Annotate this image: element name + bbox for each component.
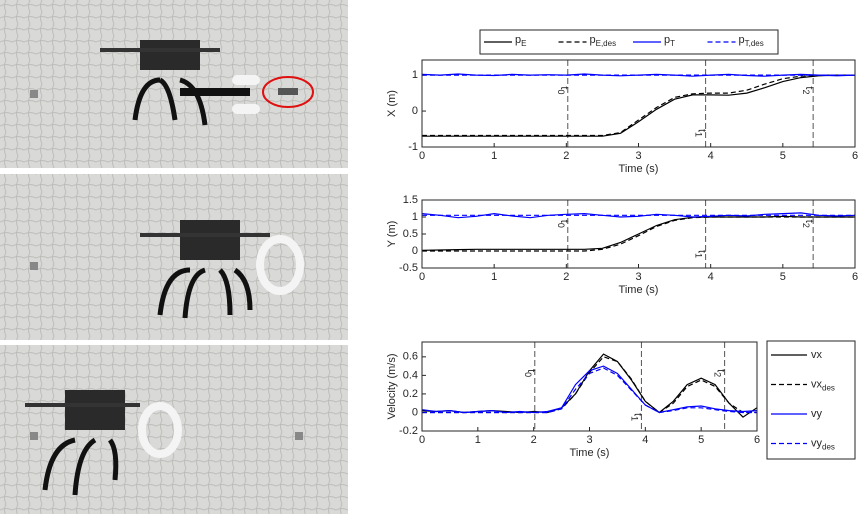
x-axis-label: Time (s) xyxy=(570,447,610,459)
y-axis-label: X (m) xyxy=(386,90,398,117)
x-tick-label: 6 xyxy=(754,434,760,446)
y-tick-label: -1 xyxy=(408,141,418,153)
x-tick-label: 6 xyxy=(852,271,858,283)
x-axis-label: Time (s) xyxy=(619,163,659,175)
figure: 0123456-101Time (s)X (m)t0t1t2pEpE,despT… xyxy=(0,0,861,514)
x-tick-label: 5 xyxy=(780,271,786,283)
x-tick-label: 1 xyxy=(475,434,481,446)
legend-label-sub: T xyxy=(670,39,675,48)
y-tick-label: 0.4 xyxy=(403,369,418,381)
x-tick-label: 3 xyxy=(586,434,592,446)
event-label-sub: 2 xyxy=(801,223,811,228)
plot-area xyxy=(422,342,757,431)
x-tick-label: 4 xyxy=(708,150,714,162)
x-tick-label: 5 xyxy=(698,434,704,446)
x-tick-label: 1 xyxy=(491,271,497,283)
x-tick-label: 4 xyxy=(708,271,714,283)
y-tick-label: 0 xyxy=(412,406,418,418)
photo-2 xyxy=(0,174,348,340)
legend-label-sub: E,des xyxy=(596,39,616,48)
y-tick-label: 1 xyxy=(412,211,418,223)
event-label-sub: 1 xyxy=(693,132,703,137)
event-label-sub: 2 xyxy=(801,89,811,94)
y-tick-label: 0.5 xyxy=(403,228,418,240)
x-tick-label: 3 xyxy=(635,150,641,162)
legend-label-main: vy xyxy=(811,408,823,420)
y-tick-label: 0 xyxy=(412,245,418,257)
event-label-sub: 1 xyxy=(629,416,639,421)
y-axis-label: Velocity (m/s) xyxy=(386,353,398,419)
y-tick-label: -0.2 xyxy=(399,425,418,437)
x-axis-label: Time (s) xyxy=(619,284,659,296)
y-tick-label: 1.5 xyxy=(403,194,418,206)
event-label-sub: 0 xyxy=(555,89,565,94)
x-tick-label: 2 xyxy=(531,434,537,446)
legend-label-sub: T,des xyxy=(745,39,764,48)
x-tick-label: 2 xyxy=(563,271,569,283)
x-tick-label: 3 xyxy=(635,271,641,283)
y-axis-label: Y (m) xyxy=(386,221,398,248)
x-tick-label: 5 xyxy=(780,150,786,162)
photo-3 xyxy=(0,345,348,514)
plot-area xyxy=(422,60,855,147)
y-tick-label: 0.2 xyxy=(403,388,418,400)
legend-label-sub: des xyxy=(822,384,835,393)
legend-label: vy xyxy=(811,408,823,420)
y-tick-label: 0 xyxy=(412,105,418,117)
legend-label-main: vx xyxy=(811,349,823,361)
legend-label-main: vx xyxy=(811,378,823,390)
legend-label: vx xyxy=(811,349,823,361)
event-label-sub: 0 xyxy=(522,372,532,377)
photo-1 xyxy=(0,0,348,168)
x-tick-label: 1 xyxy=(491,150,497,162)
x-tick-label: 0 xyxy=(419,150,425,162)
y-tick-label: 1 xyxy=(412,69,418,81)
x-tick-label: 6 xyxy=(852,150,858,162)
y-tick-label: 0.6 xyxy=(403,351,418,363)
event-label-sub: 2 xyxy=(712,372,722,377)
x-tick-label: 4 xyxy=(642,434,648,446)
y-tick-label: -0.5 xyxy=(399,262,418,274)
legend-label-main: vy xyxy=(811,437,823,449)
legend-label-sub: E xyxy=(521,39,526,48)
x-tick-label: 0 xyxy=(419,271,425,283)
legend-label-sub: des xyxy=(822,443,835,452)
event-label-sub: 1 xyxy=(693,253,703,258)
x-tick-label: 0 xyxy=(419,434,425,446)
x-tick-label: 2 xyxy=(563,150,569,162)
event-label-sub: 0 xyxy=(555,223,565,228)
